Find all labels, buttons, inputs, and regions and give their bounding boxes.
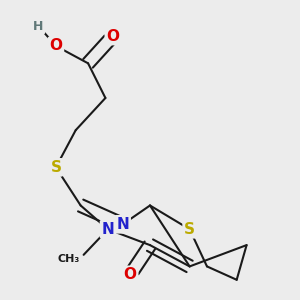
Text: S: S: [50, 160, 62, 175]
Text: H: H: [33, 20, 44, 33]
Text: N: N: [116, 217, 129, 232]
Text: O: O: [106, 28, 119, 44]
Text: CH₃: CH₃: [57, 254, 80, 264]
Text: O: O: [124, 267, 137, 282]
Text: O: O: [50, 38, 62, 53]
Text: N: N: [101, 222, 114, 237]
Text: S: S: [184, 222, 195, 237]
